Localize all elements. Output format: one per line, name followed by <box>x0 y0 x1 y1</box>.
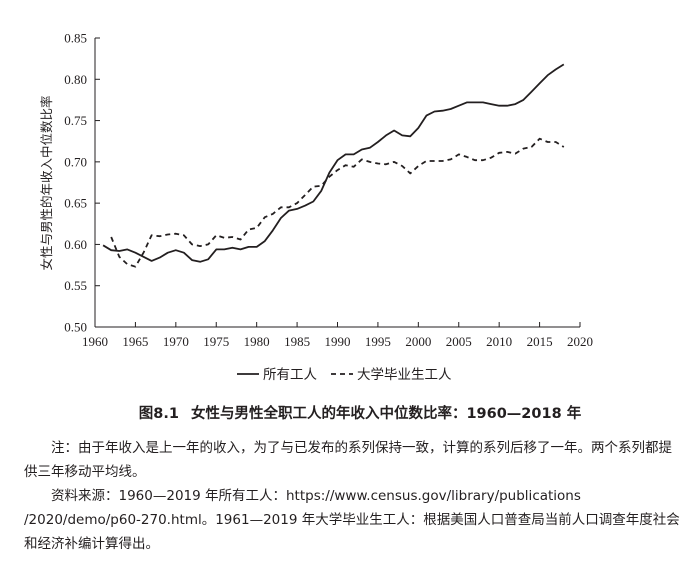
x-tick-label: 1970 <box>163 334 189 349</box>
x-tick-label: 2010 <box>486 334 512 349</box>
x-tick-label: 2015 <box>527 334 553 349</box>
y-tick-label: 0.65 <box>64 196 87 211</box>
series-layer <box>102 63 565 268</box>
series-line-all-workers <box>102 63 565 263</box>
x-tick-label: 1985 <box>284 334 310 349</box>
x-tick-label: 1980 <box>244 334 270 349</box>
legend-label-all-workers: 所有工人 <box>263 367 317 383</box>
x-tick-label: 2000 <box>405 334 431 349</box>
x-tick-label: 1960 <box>82 334 108 349</box>
figure-source: 资料来源：1960—2019 年所有工人：https://www.census.… <box>24 488 680 552</box>
figure-caption: 图8.1 女性与男性全职工人的年收入中位数比率：1960—2018 年 <box>40 402 680 423</box>
x-tick-label: 1965 <box>122 334 148 349</box>
y-tick-label: 0.50 <box>64 320 87 335</box>
x-tick-label: 1990 <box>325 334 351 349</box>
y-tick-label: 0.70 <box>64 154 87 169</box>
x-tick-label: 2005 <box>446 334 472 349</box>
figure-note: 注：由于年收入是上一年的收入，为了与已发布的系列保持一致，计算的系列后移了一年。… <box>24 440 672 480</box>
x-tick-label: 1975 <box>203 334 229 349</box>
x-tick-label: 2020 <box>567 334 593 349</box>
chart: 0.50 0.55 0.60 0.65 0.70 0.75 0.80 0.85 1960 1965… <box>39 31 593 384</box>
y-tick-label: 0.75 <box>64 113 87 128</box>
figure-number: 图8.1 <box>138 406 179 422</box>
series-line-college-workers <box>110 137 565 268</box>
figure-title: 女性与男性全职工人的年收入中位数比率：1960—2018 年 <box>190 406 582 422</box>
axes: 0.50 0.55 0.60 0.65 0.70 0.75 0.80 0.85 1960 1965… <box>64 31 593 350</box>
y-tick-label: 0.80 <box>64 72 87 87</box>
y-tick-label: 0.60 <box>64 237 87 252</box>
x-tick-label: 1995 <box>365 334 391 349</box>
legend-label-college-workers: 大学毕业生工人 <box>357 367 452 383</box>
y-axis-label: 女性与男性的年收入中位数比率 <box>39 95 54 270</box>
y-tick-label: 0.55 <box>64 278 87 293</box>
legend: 所有工人 大学毕业生工人 <box>237 367 452 383</box>
y-tick-label: 0.85 <box>64 31 87 46</box>
